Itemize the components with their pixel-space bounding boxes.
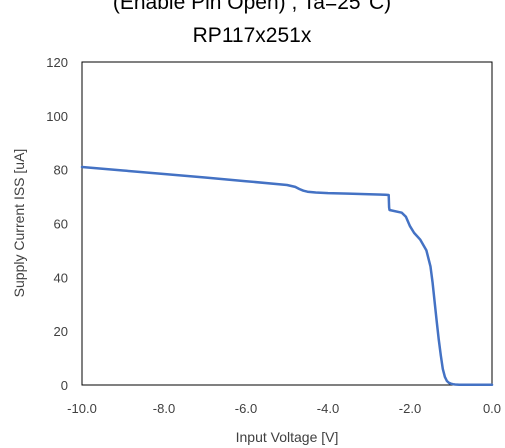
x-tick-label: 0.0 bbox=[483, 401, 501, 416]
plot-area bbox=[81, 61, 493, 386]
y-tick-label: 20 bbox=[54, 324, 68, 339]
y-tick-label: 100 bbox=[46, 109, 68, 124]
x-tick-label: -10.0 bbox=[67, 401, 97, 416]
chart-title-line-2: RP117x251x bbox=[193, 24, 312, 47]
x-tick-label: -8.0 bbox=[153, 401, 175, 416]
series-line bbox=[80, 165, 494, 386]
y-axis-ticks: 0 20 40 60 80 100 120 bbox=[46, 55, 68, 393]
series-layer bbox=[80, 165, 494, 386]
x-tick-label: -4.0 bbox=[317, 401, 339, 416]
x-axis-title: Input Voltage [V] bbox=[236, 429, 339, 445]
y-tick-label: 40 bbox=[54, 270, 68, 285]
y-tick-label: 0 bbox=[61, 378, 68, 393]
y-tick-label: 120 bbox=[46, 55, 68, 70]
y-axis-title: Supply Current ISS [uA] bbox=[11, 149, 27, 298]
chart-title-line-1: (Enable Pin Open) , Ta=25°C) bbox=[113, 0, 391, 14]
y-tick-label: 60 bbox=[54, 217, 68, 232]
x-tick-label: -2.0 bbox=[399, 401, 421, 416]
y-tick-label: 80 bbox=[54, 163, 68, 178]
x-tick-label: -6.0 bbox=[235, 401, 257, 416]
x-axis-ticks: -10.0 -8.0 -6.0 -4.0 -2.0 0.0 bbox=[67, 401, 501, 416]
